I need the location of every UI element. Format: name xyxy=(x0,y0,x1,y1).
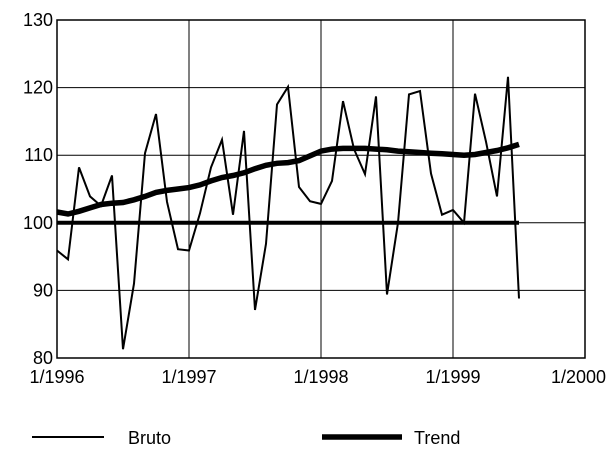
legend-item-trend: Trend xyxy=(322,428,460,448)
x-tick-label: 1/1996 xyxy=(29,367,84,387)
y-tick-label: 80 xyxy=(33,348,53,368)
legend-label-trend: Trend xyxy=(414,428,460,448)
legend: Bruto Trend xyxy=(32,428,460,448)
series-trend xyxy=(56,141,520,217)
legend-label-bruto: Bruto xyxy=(128,428,171,448)
series-line-bruto xyxy=(56,76,520,350)
legend-item-bruto: Bruto xyxy=(32,428,171,448)
x-tick-label: 1/1999 xyxy=(425,367,480,387)
series-bruto xyxy=(56,76,520,350)
grid-lines xyxy=(56,19,586,359)
x-tick-label: 1/2000 xyxy=(551,367,606,387)
series-layer xyxy=(56,76,520,350)
x-tick-label: 1/1998 xyxy=(293,367,348,387)
y-tick-label: 100 xyxy=(23,213,53,233)
series-line-trend xyxy=(56,141,520,217)
y-tick-label: 120 xyxy=(23,78,53,98)
x-axis-tick-labels: 1/1996 1/1997 1/1998 1/1999 1/2000 xyxy=(29,367,606,387)
y-tick-label: 90 xyxy=(33,280,53,300)
y-tick-label: 130 xyxy=(23,10,53,30)
x-tick-label: 1/1997 xyxy=(161,367,216,387)
y-tick-label: 110 xyxy=(24,145,53,165)
y-axis-tick-labels: 80 90 100 110 120 130 xyxy=(23,10,53,368)
